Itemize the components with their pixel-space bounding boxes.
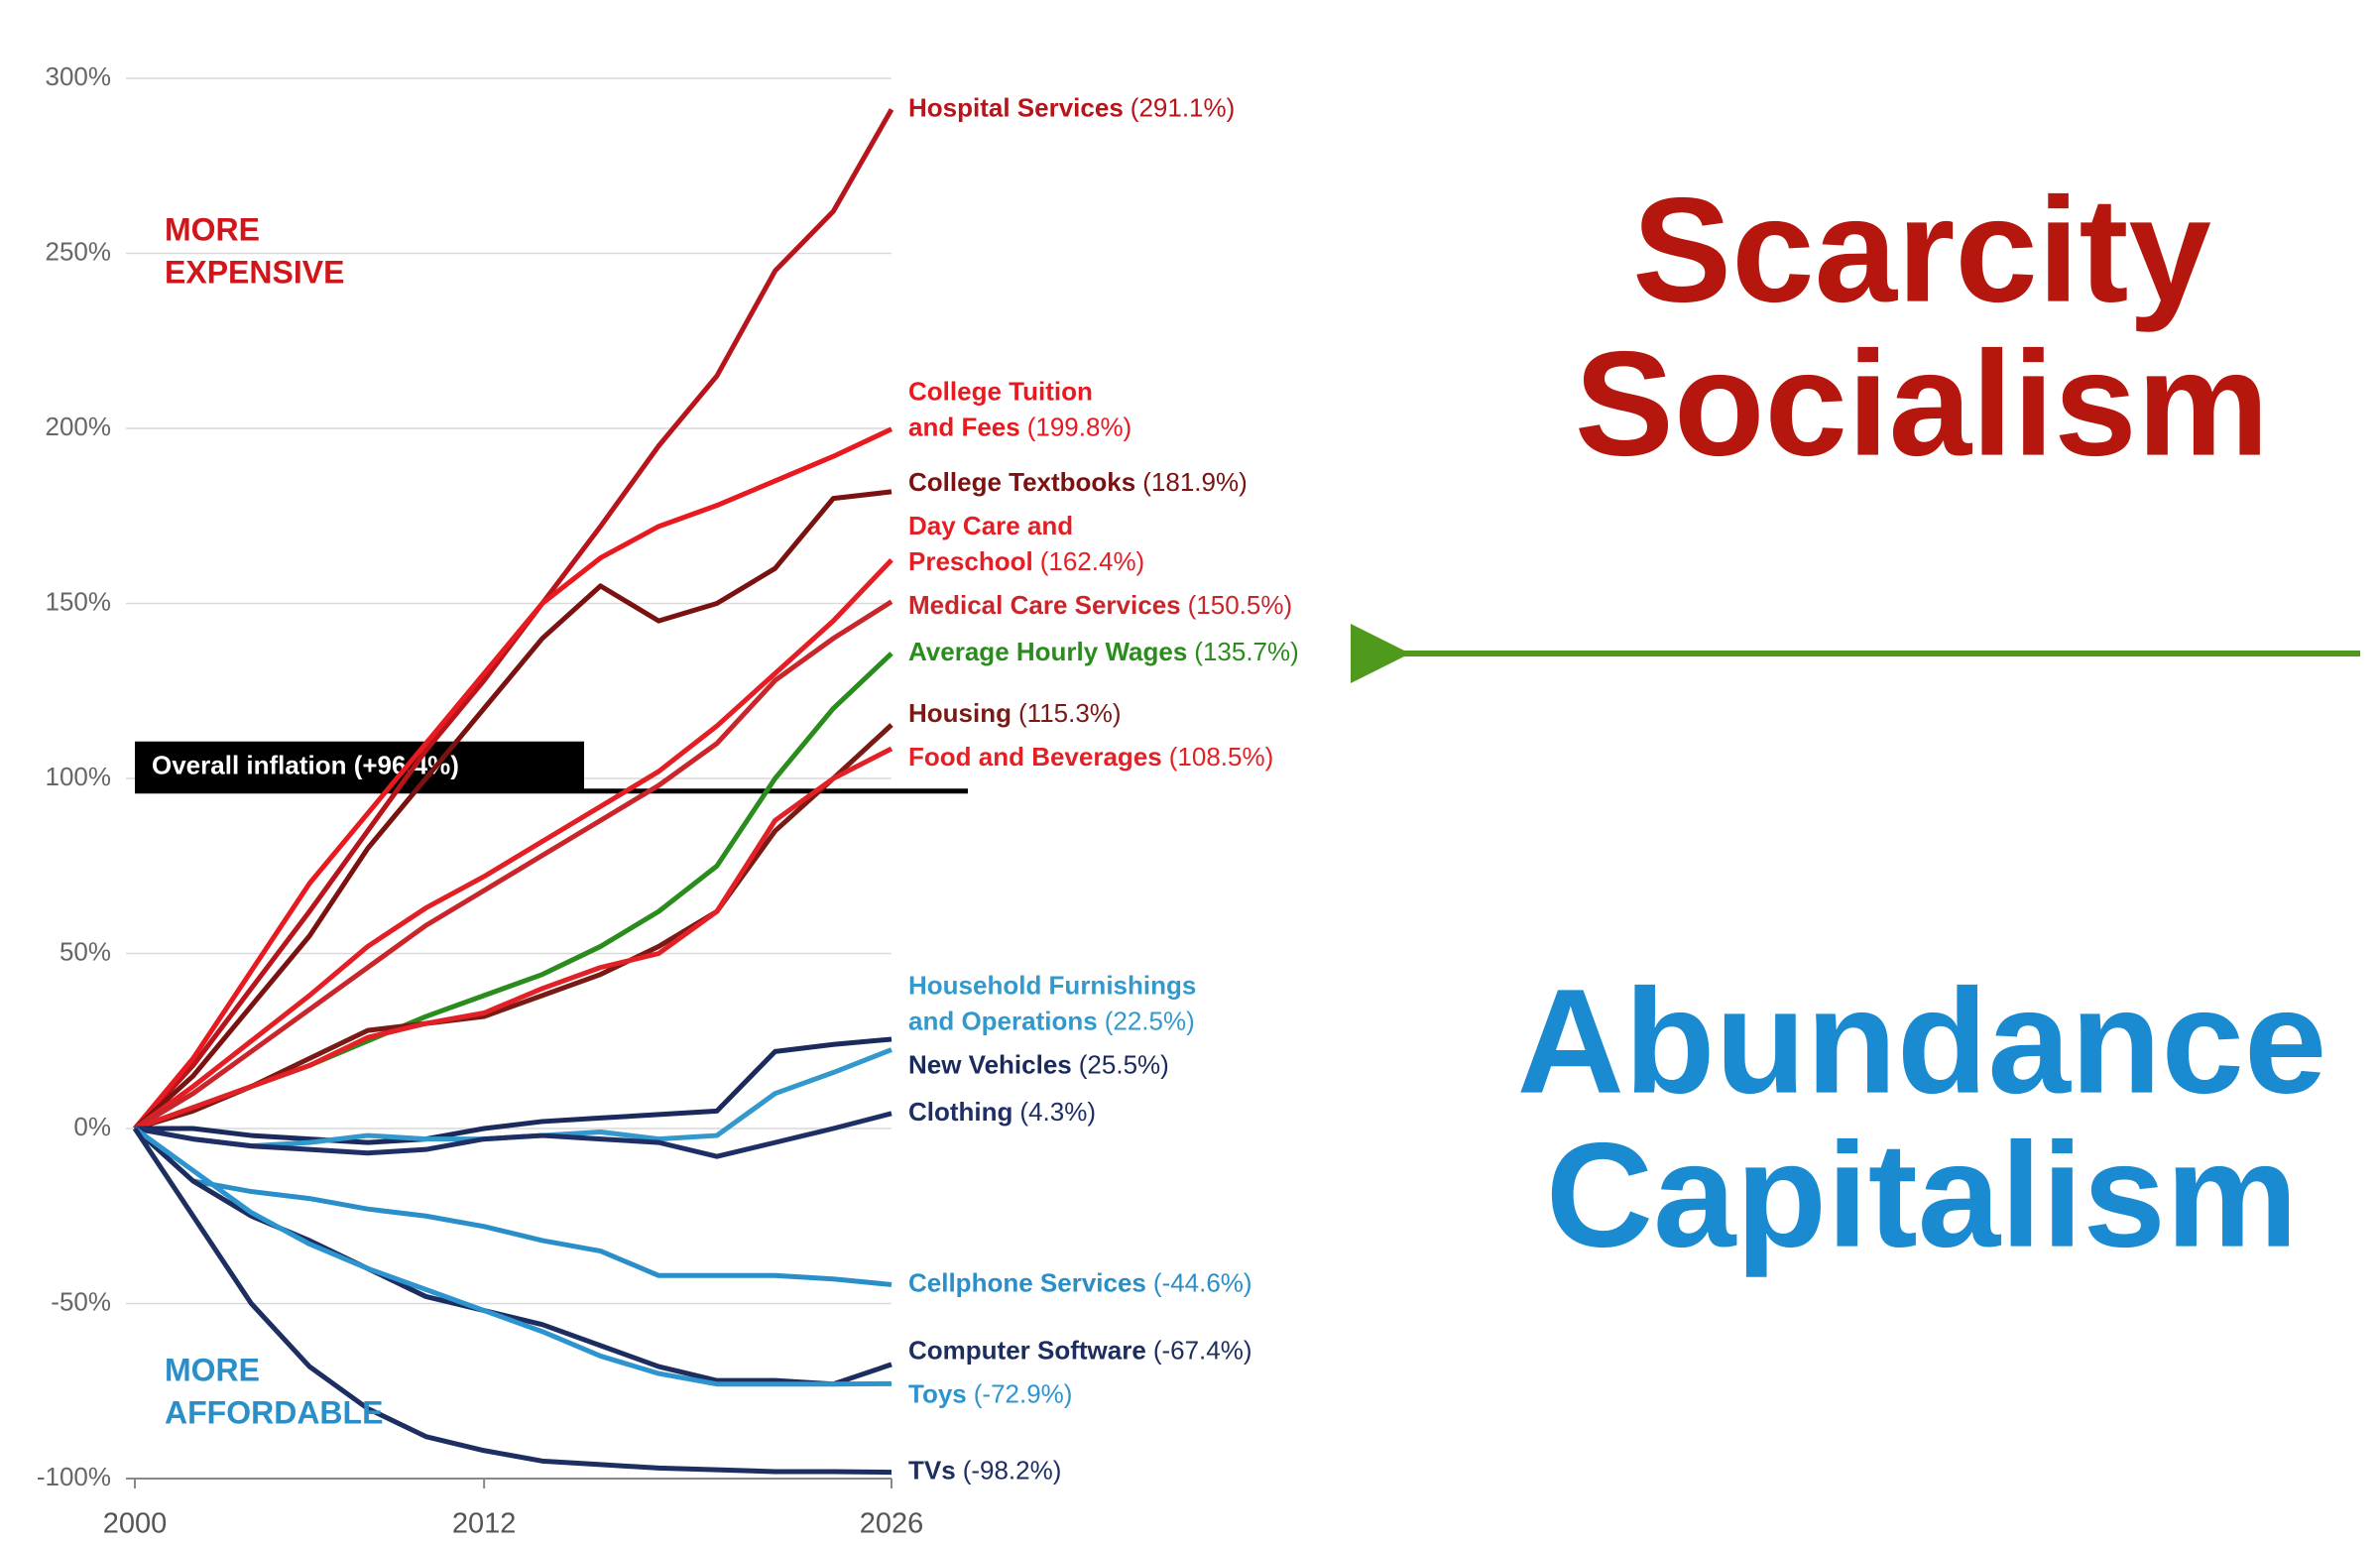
series-name: and Fees <box>908 413 1020 442</box>
series-name: Hospital Services <box>908 92 1124 122</box>
series-name: Day Care and <box>908 511 1073 540</box>
series-line <box>133 1127 892 1287</box>
series-line <box>134 1047 892 1149</box>
series-name: Preschool <box>908 546 1033 576</box>
series-value-label: (291.1%) <box>1130 92 1236 122</box>
x-tick-label: 2000 <box>103 1508 168 1540</box>
series-name: and Operations <box>908 1006 1098 1035</box>
series-label: College Textbooks (181.9%) <box>908 467 1248 497</box>
series-line <box>133 489 892 1130</box>
y-tick-label: 250% <box>46 236 112 266</box>
region-label: EXPENSIVE <box>165 254 344 290</box>
series-label: College Tuition and Fees (199.8%) <box>908 377 1131 442</box>
series-value-label: (199.8%) <box>1027 413 1132 442</box>
series-label: Computer Software (-67.4%) <box>908 1336 1252 1366</box>
series-label: Medical Care Services (150.5%) <box>908 590 1292 620</box>
series-value-label: (25.5%) <box>1079 1049 1169 1079</box>
series-label: Food and Beverages (108.5%) <box>908 742 1273 772</box>
series-name: Housing <box>908 698 1012 728</box>
series-line <box>134 652 893 1131</box>
series-label: Hospital Services (291.1%) <box>908 92 1235 122</box>
y-tick-label: 150% <box>46 586 112 616</box>
series-line <box>132 1127 892 1476</box>
series-name: New Vehicles <box>908 1049 1072 1079</box>
series-label: Clothing (4.3%) <box>908 1097 1096 1127</box>
series-value-label: (-44.6%) <box>1153 1267 1252 1297</box>
series-name: Household Furnishings <box>908 970 1196 1000</box>
series-value-label: (115.3%) <box>1018 698 1122 728</box>
series-label: Day Care and Preschool (162.4%) <box>908 511 1144 576</box>
series-line <box>133 426 893 1130</box>
series-label: Average Hourly Wages (135.7%) <box>908 637 1299 666</box>
series-value-label: (181.9%) <box>1142 467 1248 497</box>
series-name: College Tuition <box>908 377 1093 407</box>
callout-text: Socialism <box>1575 320 2269 487</box>
series-name: Computer Software <box>908 1336 1146 1366</box>
series-line <box>133 558 893 1131</box>
series-name: Cellphone Services <box>908 1267 1146 1297</box>
x-tick-label: 2012 <box>452 1508 517 1540</box>
series-label: Toys (-72.9%) <box>908 1379 1072 1409</box>
series-value-label: (22.5%) <box>1105 1006 1195 1035</box>
series-value-label: (-67.4%) <box>1153 1336 1252 1366</box>
series-value-label: (4.3%) <box>1019 1097 1096 1127</box>
series-name: College Textbooks <box>908 467 1135 497</box>
series-name: Food and Beverages <box>908 742 1162 772</box>
y-tick-label: -100% <box>37 1462 111 1491</box>
series-name: Medical Care Services <box>908 590 1181 620</box>
region-label: MORE <box>165 1352 260 1387</box>
y-tick-label: 0% <box>73 1112 111 1141</box>
callout-text: Capitalism <box>1546 1112 2299 1278</box>
y-tick-label: 50% <box>60 936 111 966</box>
y-tick-label: -50% <box>51 1286 111 1316</box>
callout-text: Scarcity <box>1632 167 2211 333</box>
series-label: Cellphone Services (-44.6%) <box>908 1267 1252 1297</box>
series-value-label: (-72.9%) <box>974 1379 1073 1409</box>
series-value-label: (135.7%) <box>1194 637 1299 666</box>
series-value-label: (108.5%) <box>1169 742 1274 772</box>
y-tick-label: 300% <box>46 61 112 91</box>
series-name: Toys <box>908 1379 967 1409</box>
series-label: TVs (-98.2%) <box>908 1456 1061 1486</box>
series-label: Household Furnishings and Operations (22.5… <box>908 970 1196 1035</box>
series-label: Housing (115.3%) <box>908 698 1122 728</box>
region-label: AFFORDABLE <box>165 1394 383 1430</box>
callout-text: Abundance <box>1517 958 2327 1125</box>
series-line <box>133 1127 892 1387</box>
series-label: New Vehicles (25.5%) <box>908 1049 1169 1079</box>
series-value-label: (150.5%) <box>1188 590 1293 620</box>
series-line <box>133 1126 892 1387</box>
x-tick-label: 2026 <box>860 1508 924 1540</box>
y-tick-label: 200% <box>46 412 112 441</box>
series-line <box>134 1111 892 1159</box>
series-value-label: (-98.2%) <box>963 1456 1062 1486</box>
series-name: TVs <box>908 1456 956 1486</box>
series-line <box>135 1036 892 1145</box>
series-name: Average Hourly Wages <box>908 637 1187 666</box>
inflation-box <box>135 741 584 793</box>
series-value-label: (162.4%) <box>1040 546 1145 576</box>
y-tick-label: 100% <box>46 762 112 791</box>
series-line <box>133 599 893 1131</box>
series-name: Clothing <box>908 1097 1012 1127</box>
region-label: MORE <box>165 211 260 247</box>
series-line <box>134 746 893 1131</box>
